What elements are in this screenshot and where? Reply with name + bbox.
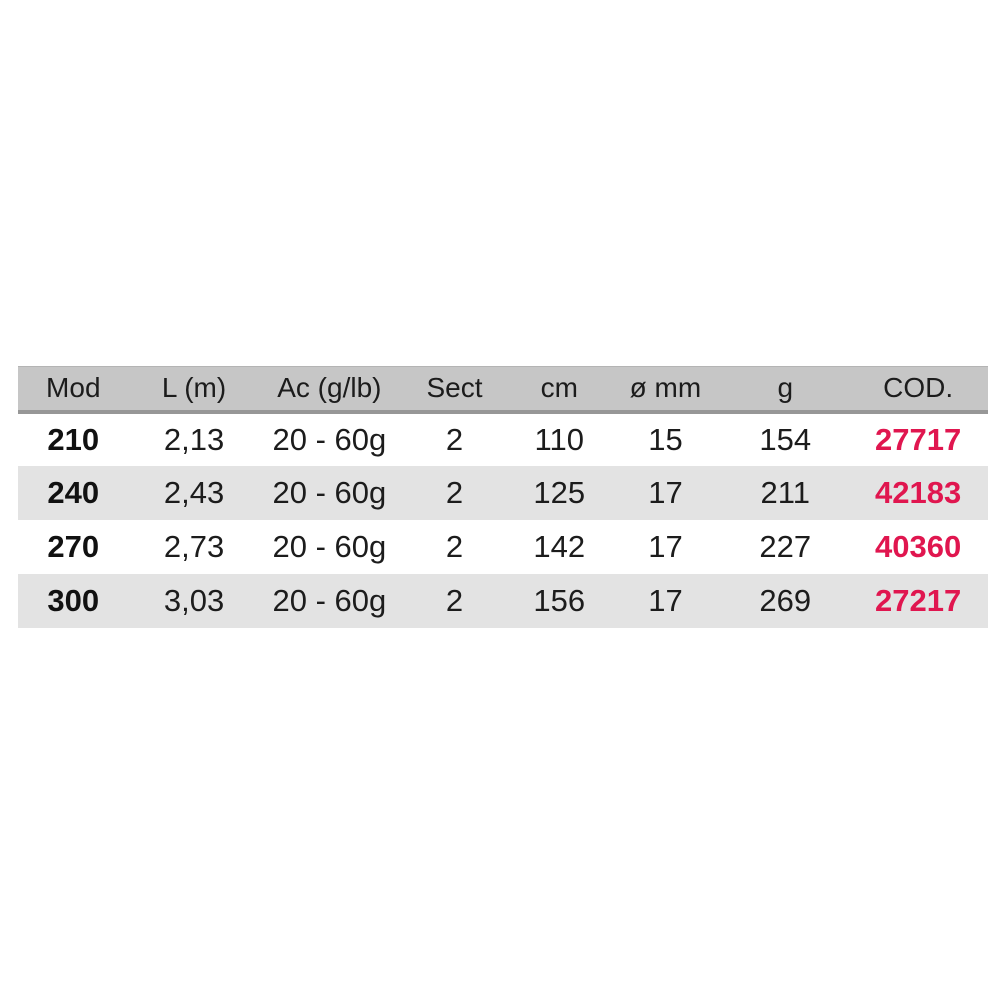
cell-length: 2,73 (163, 528, 225, 564)
spec-table-container: Mod L (m) Ac (g/lb) Sect cm ø mm g COD. … (18, 366, 988, 628)
cell-diameter: 17 (648, 582, 683, 618)
table-row: 270 2,73 20 - 60g 2 142 17 227 40360 (18, 520, 988, 574)
cell-mod: 240 (47, 474, 100, 510)
header-action-g-lb: Ac (g/lb) (277, 372, 382, 404)
header-weight-g: g (777, 372, 794, 404)
cell-weight: 211 (760, 474, 810, 510)
cell-closed-length: 156 (533, 582, 586, 618)
cell-sections: 2 (445, 582, 464, 618)
table-header: Mod L (m) Ac (g/lb) Sect cm ø mm g COD. (18, 366, 988, 412)
cell-cod: 27217 (875, 582, 962, 618)
cell-diameter: 15 (648, 421, 683, 457)
cell-action: 20 - 60g (272, 474, 387, 510)
header-row: Mod L (m) Ac (g/lb) Sect cm ø mm g COD. (18, 366, 988, 412)
header-cod: COD. (883, 372, 954, 404)
table-body: 210 2,13 20 - 60g 2 110 15 154 27717 240… (18, 412, 988, 628)
header-mod: Mod (46, 372, 101, 404)
cell-weight: 269 (759, 582, 812, 618)
cell-sections: 2 (445, 528, 464, 564)
cell-mod: 270 (47, 528, 100, 564)
cell-cod: 27717 (875, 421, 962, 457)
cell-mod: 210 (47, 421, 100, 457)
cell-length: 3,03 (163, 582, 225, 618)
cell-cod: 42183 (875, 474, 962, 510)
header-closed-length-cm: cm (540, 372, 578, 404)
header-sections: Sect (426, 372, 483, 404)
header-length-m: L (m) (161, 372, 227, 404)
cell-sections: 2 (445, 474, 464, 510)
cell-length: 2,43 (163, 474, 225, 510)
cell-diameter: 17 (648, 474, 683, 510)
cell-length: 2,13 (163, 421, 225, 457)
cell-action: 20 - 60g (272, 421, 387, 457)
cell-diameter: 17 (648, 528, 683, 564)
cell-cod: 40360 (875, 528, 962, 564)
cell-mod: 300 (47, 582, 100, 618)
spec-table: Mod L (m) Ac (g/lb) Sect cm ø mm g COD. … (18, 366, 988, 628)
cell-action: 20 - 60g (272, 528, 387, 564)
cell-closed-length: 125 (533, 474, 586, 510)
header-diameter-mm: ø mm (629, 372, 702, 404)
table-row: 240 2,43 20 - 60g 2 125 17 211 42183 (18, 465, 988, 520)
cell-closed-length: 110 (534, 421, 584, 457)
cell-closed-length: 142 (533, 528, 586, 564)
cell-weight: 154 (759, 421, 812, 457)
cell-weight: 227 (759, 528, 812, 564)
table-row: 300 3,03 20 - 60g 2 156 17 269 27217 (18, 573, 988, 628)
cell-action: 20 - 60g (272, 582, 387, 618)
cell-sections: 2 (445, 421, 464, 457)
table-row: 210 2,13 20 - 60g 2 110 15 154 27717 (18, 412, 988, 466)
